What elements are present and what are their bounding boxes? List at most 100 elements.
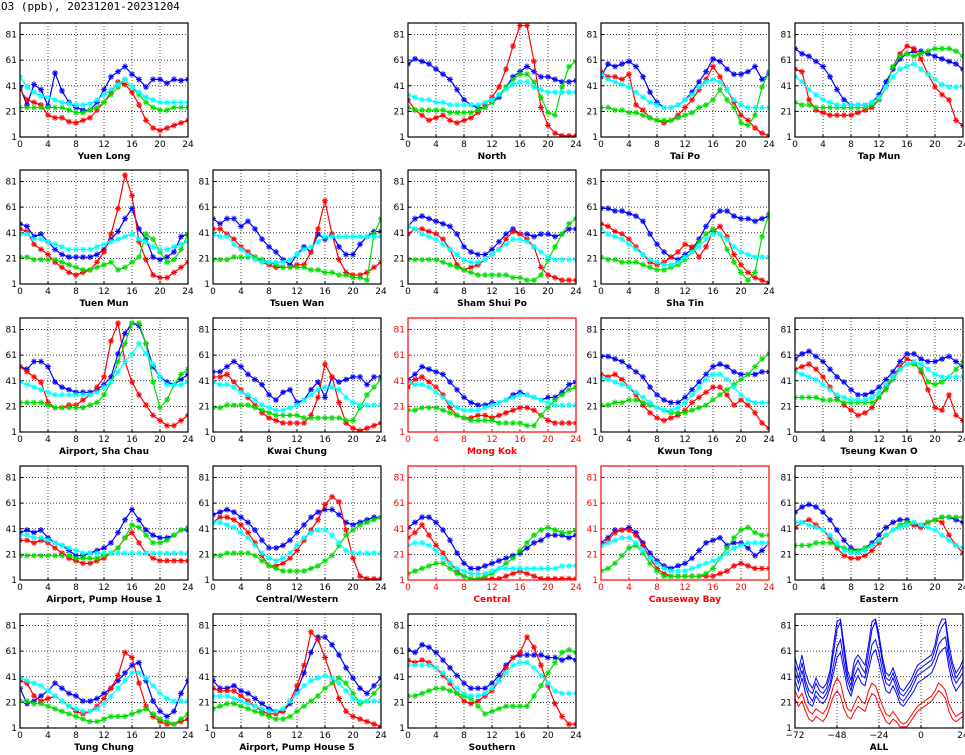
data-point-cyan (869, 99, 875, 106)
data-point-green (612, 107, 618, 114)
data-point-green (724, 386, 730, 393)
data-point-green (619, 552, 625, 559)
data-point-green (759, 355, 765, 362)
data-point-blue (66, 690, 72, 697)
data-point-red (848, 112, 854, 119)
data-point-blue (531, 233, 537, 240)
y-tick-label: 41 (587, 377, 598, 387)
x-tick-label: 4 (238, 583, 244, 593)
data-point-cyan (31, 680, 37, 687)
x-tick-label: 20 (735, 435, 747, 445)
data-point-green (517, 703, 523, 710)
data-point-red (115, 205, 121, 212)
data-point-green (419, 107, 425, 114)
data-point-green (619, 259, 625, 266)
data-point-red (668, 414, 674, 421)
data-point-red (869, 404, 875, 411)
y-tick-label: 21 (587, 254, 598, 264)
data-point-blue (45, 363, 51, 370)
data-point-cyan (510, 81, 516, 88)
data-point-blue (759, 368, 765, 375)
data-point-green (412, 256, 418, 263)
data-point-cyan (890, 373, 896, 380)
data-point-blue (266, 243, 272, 250)
data-point-cyan (38, 236, 44, 243)
data-point-blue (329, 506, 335, 513)
data-point-blue (59, 251, 65, 258)
data-point-cyan (696, 243, 702, 250)
y-tick-label: 81 (587, 31, 598, 41)
data-point-blue (531, 539, 537, 546)
data-point-green (108, 259, 114, 266)
data-point-blue (566, 534, 572, 541)
plot-frame (600, 22, 770, 138)
data-point-blue (820, 509, 826, 516)
data-point-green (738, 527, 744, 534)
data-point-cyan (619, 81, 625, 88)
data-point-cyan (806, 521, 812, 528)
data-point-green (87, 718, 93, 725)
data-point-green (171, 721, 177, 728)
data-point-blue (80, 698, 86, 705)
y-tick-label: 1 (592, 280, 598, 290)
data-point-red (946, 96, 952, 103)
data-point-red (426, 379, 432, 386)
data-point-red (31, 241, 37, 248)
data-point-green (566, 646, 572, 653)
data-point-cyan (538, 86, 544, 93)
data-point-cyan (834, 539, 840, 546)
data-point-cyan (294, 251, 300, 258)
data-point-blue (447, 379, 453, 386)
data-point-red (101, 248, 107, 255)
x-tick-label: 24 (182, 583, 194, 593)
data-point-cyan (371, 698, 377, 705)
data-point-green (724, 246, 730, 253)
x-tick-label: 0 (405, 731, 411, 741)
data-point-red (87, 560, 93, 567)
plot-frame (794, 465, 964, 581)
data-point-cyan (80, 246, 86, 253)
data-point-cyan (489, 685, 495, 692)
data-point-green (759, 532, 765, 539)
y-tick-label: 61 (199, 351, 210, 361)
y-tick-label: 81 (6, 622, 17, 632)
data-point-green (813, 539, 819, 546)
data-point-cyan (238, 698, 244, 705)
data-point-green (217, 552, 223, 559)
data-point-cyan (461, 407, 467, 414)
x-tick-label: 24 (375, 583, 387, 593)
data-point-green (52, 256, 58, 263)
x-tick-label: 0 (405, 287, 411, 297)
data-point-cyan (136, 89, 142, 96)
data-point-cyan (682, 568, 688, 575)
data-point-blue (336, 243, 342, 250)
data-point-cyan (710, 231, 716, 238)
data-point-cyan (454, 101, 460, 108)
panel-title: Tsuen Wan (270, 299, 324, 309)
data-point-blue (475, 402, 481, 409)
x-tick-label: 4 (626, 435, 632, 445)
data-point-cyan (559, 256, 565, 263)
data-point-red (531, 573, 537, 580)
data-point-cyan (675, 259, 681, 266)
data-point-blue (419, 641, 425, 648)
data-point-cyan (24, 381, 30, 388)
data-point-green (350, 527, 356, 534)
y-tick-label: 21 (199, 550, 210, 560)
x-tick-label: 16 (126, 731, 138, 741)
data-point-cyan (654, 404, 660, 411)
data-point-green (31, 256, 37, 263)
data-point-cyan (224, 692, 230, 699)
data-point-red (552, 130, 558, 137)
y-tick-label: 81 (781, 474, 792, 484)
data-point-green (612, 399, 618, 406)
data-point-cyan (329, 532, 335, 539)
data-point-red (122, 172, 128, 179)
data-point-cyan (939, 81, 945, 88)
data-point-green (647, 114, 653, 121)
data-point-red (745, 402, 751, 409)
